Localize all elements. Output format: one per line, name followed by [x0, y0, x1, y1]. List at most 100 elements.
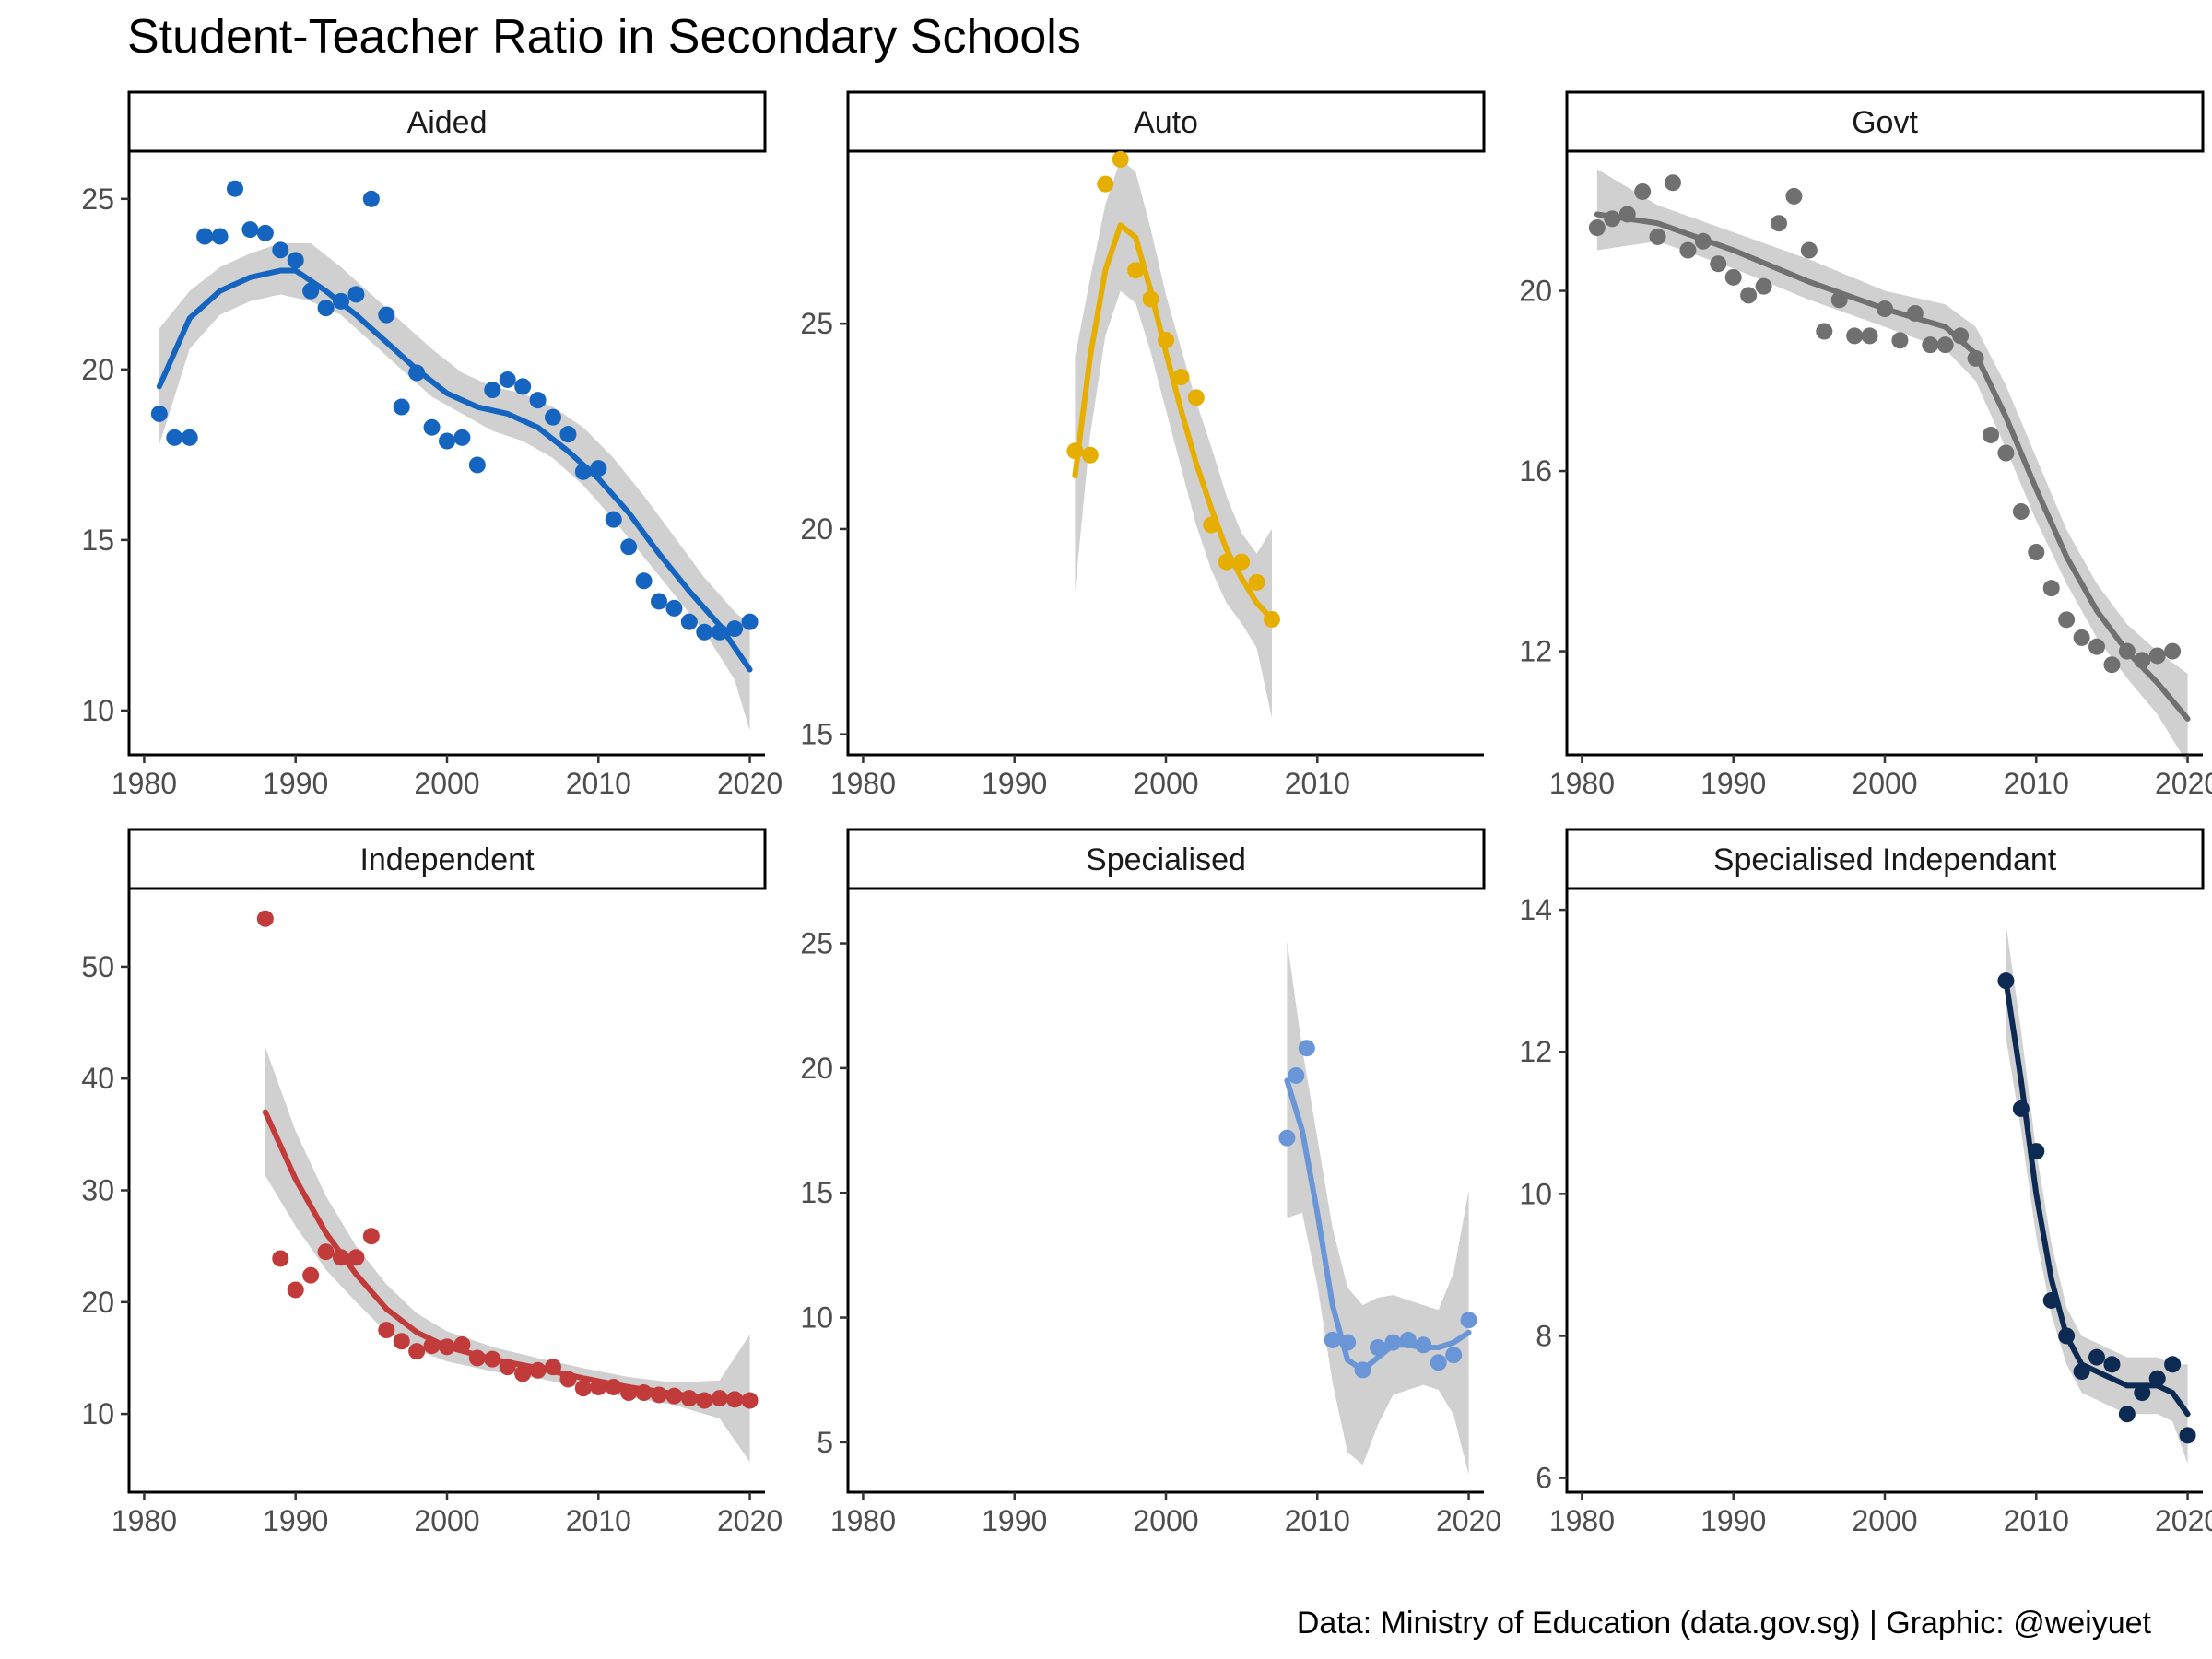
data-point-specialised-independant: [2118, 1406, 2136, 1423]
data-point-govt: [1997, 444, 2015, 462]
data-point-independent: [514, 1365, 532, 1382]
data-point-aided: [453, 429, 471, 446]
data-point-aided: [468, 456, 486, 474]
data-point-specialised-independant: [2088, 1348, 2105, 1366]
data-point-specialised: [1460, 1312, 1477, 1329]
x-tick-label: 1990: [982, 767, 1047, 800]
strip-specialised: [846, 828, 1486, 890]
y-tick-label: 15: [800, 1176, 833, 1209]
x-tick-label: 2000: [414, 767, 479, 800]
strip-label-auto: Auto: [1134, 105, 1198, 140]
y-tick-label: 25: [800, 307, 833, 340]
x-tick-label: 2010: [1285, 1504, 1350, 1537]
data-point-specialised: [1324, 1331, 1341, 1348]
data-point-aided: [484, 382, 501, 399]
data-point-auto: [1097, 175, 1114, 193]
strip-independent: [127, 828, 767, 890]
data-point-independent: [378, 1322, 395, 1339]
strip-label-govt: Govt: [1852, 105, 1918, 140]
data-point-aided: [287, 252, 304, 269]
y-tick-label: 12: [1519, 1035, 1552, 1068]
data-point-aided: [529, 392, 547, 409]
x-tick-label: 1980: [112, 1504, 177, 1537]
data-point-independent: [362, 1228, 380, 1245]
y-tick-label: 10: [800, 1301, 833, 1335]
y-tick-label: 12: [1519, 635, 1552, 668]
data-point-govt: [1740, 287, 1758, 304]
data-point-specialised: [1298, 1040, 1315, 1057]
x-tick-label: 1990: [1700, 1504, 1766, 1537]
x-tick-label: 2000: [414, 1504, 479, 1537]
data-point-govt: [1816, 323, 1833, 340]
data-point-aided: [211, 228, 229, 245]
y-tick-label: 20: [81, 353, 114, 386]
strip-label-aided: Aided: [407, 105, 488, 140]
x-tick-label: 2000: [1852, 767, 1917, 800]
x-tick-label: 1980: [1549, 767, 1615, 800]
trend-line-auto: [1072, 222, 1275, 622]
data-point-specialised: [1278, 1129, 1296, 1147]
data-point-aided: [362, 190, 380, 207]
data-point-independent: [347, 1249, 365, 1266]
y-tick-label: 25: [800, 927, 833, 960]
panel-specialised: Specialised 1980 1990 2000 2010 2020 5 10 15 20 25: [800, 828, 1501, 1537]
data-point-aided: [741, 613, 759, 630]
chart-title: Student-Teacher Ratio in Secondary Schoo…: [127, 10, 1081, 64]
data-point-govt: [2088, 638, 2105, 655]
data-point-specialised-independant: [2134, 1384, 2151, 1402]
x-tick-label: 1990: [263, 1504, 328, 1537]
data-point-independent: [393, 1333, 410, 1350]
data-point-aided: [499, 371, 516, 388]
data-point-aided: [545, 408, 561, 426]
x-tick-label: 2000: [1133, 1504, 1198, 1537]
data-point-independent: [574, 1380, 592, 1397]
trend-line-aided: [156, 267, 753, 673]
data-point-aided: [196, 228, 214, 245]
x-tick-label: 2010: [2004, 1504, 2069, 1537]
data-point-aided: [680, 613, 698, 630]
confidence-band-auto: [1075, 159, 1272, 718]
data-point-govt: [1785, 187, 1803, 205]
strip-govt: [1565, 90, 2205, 153]
x-tick-label: 2010: [566, 1504, 631, 1537]
data-point-aided: [635, 572, 653, 590]
x-tick-label: 2020: [2155, 1504, 2212, 1537]
y-tick-label: 30: [81, 1174, 114, 1207]
y-tick-label: 16: [1519, 454, 1552, 488]
data-point-specialised-independant: [2148, 1370, 2166, 1387]
data-point-govt: [1983, 426, 1999, 443]
x-tick-label: 1980: [112, 767, 177, 800]
data-point-govt: [1649, 228, 1666, 245]
data-point-govt: [2012, 503, 2030, 521]
y-tick-label: 14: [1519, 893, 1552, 926]
data-point-govt: [2148, 647, 2166, 665]
y-tick-label: 20: [800, 512, 833, 546]
data-point-aided: [423, 418, 441, 436]
data-point-aided: [393, 398, 410, 416]
data-point-independent: [272, 1250, 289, 1267]
panel-aided: Aided 1980 1990 2000 2010 2020 10 15 20 25: [81, 90, 782, 800]
y-tick-label: 10: [81, 694, 114, 727]
data-point-independent: [302, 1266, 320, 1284]
data-point-govt: [1755, 277, 1772, 295]
data-point-govt: [2164, 642, 2182, 660]
data-point-aided: [696, 623, 713, 641]
data-point-auto: [1172, 369, 1190, 386]
data-point-govt: [1846, 327, 1864, 345]
data-point-govt: [1679, 241, 1697, 259]
data-point-govt: [1861, 327, 1878, 345]
data-point-aided: [166, 429, 183, 446]
y-tick-label: 50: [81, 950, 114, 983]
trend-line-independent: [262, 1109, 753, 1403]
data-point-specialised: [1430, 1354, 1447, 1371]
x-tick-label: 2000: [1133, 767, 1198, 800]
confidence-band-aided: [159, 242, 750, 732]
data-point-aided: [559, 426, 577, 443]
x-tick-label: 2010: [1285, 767, 1350, 800]
y-tick-label: 40: [81, 1062, 114, 1095]
strip-label-specialised-independant: Specialised Independant: [1713, 842, 2057, 877]
panel-independent: Independent 1980 1990 2000 2010 2020 10 20 30 40 5…: [81, 828, 782, 1537]
data-point-aided: [256, 224, 274, 241]
data-point-govt: [2073, 629, 2090, 646]
